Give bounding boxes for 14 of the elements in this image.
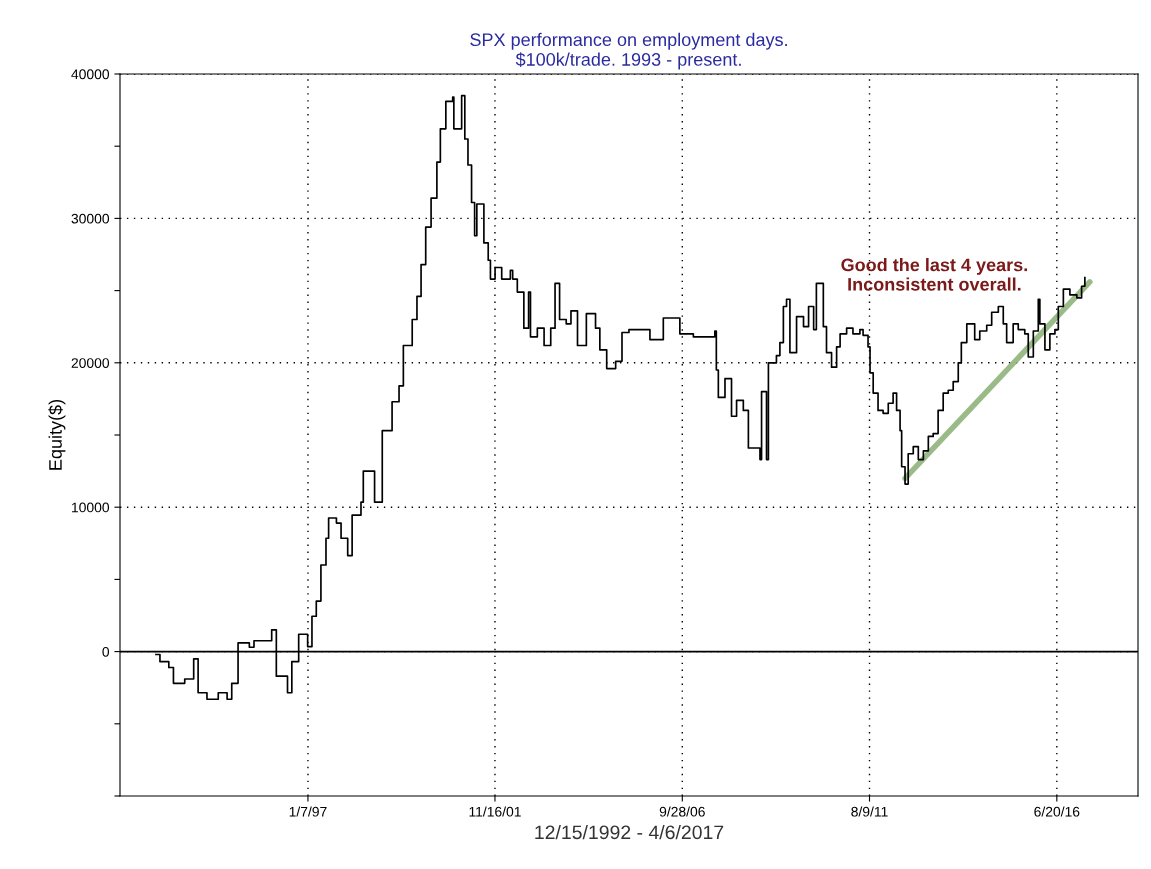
y-axis-title: Equity($) [48,399,66,470]
annotation: Good the last 4 years. Inconsistent overall. [841,258,1027,291]
x-tick-label: 1/7/97 [289,806,327,817]
chart-title: SPX performance on employment days. $100k/trade. 1993 - present. [470,32,787,70]
x-tick-label: 9/28/06 [659,806,705,817]
y-tick-label: 0 [102,646,110,657]
y-tick-label: 10000 [72,502,110,513]
y-tick-label: 20000 [71,358,110,368]
y-tick-label: 30000 [71,213,110,224]
x-axis-title: 12/15/1992 - 4/6/2017 [535,824,724,840]
y-tick-label: 40000 [71,69,110,80]
x-tick-label: 6/20/16 [1034,806,1080,817]
x-tick-label: 8/9/11 [851,806,888,817]
x-tick-label: 11/16/01 [469,806,521,817]
